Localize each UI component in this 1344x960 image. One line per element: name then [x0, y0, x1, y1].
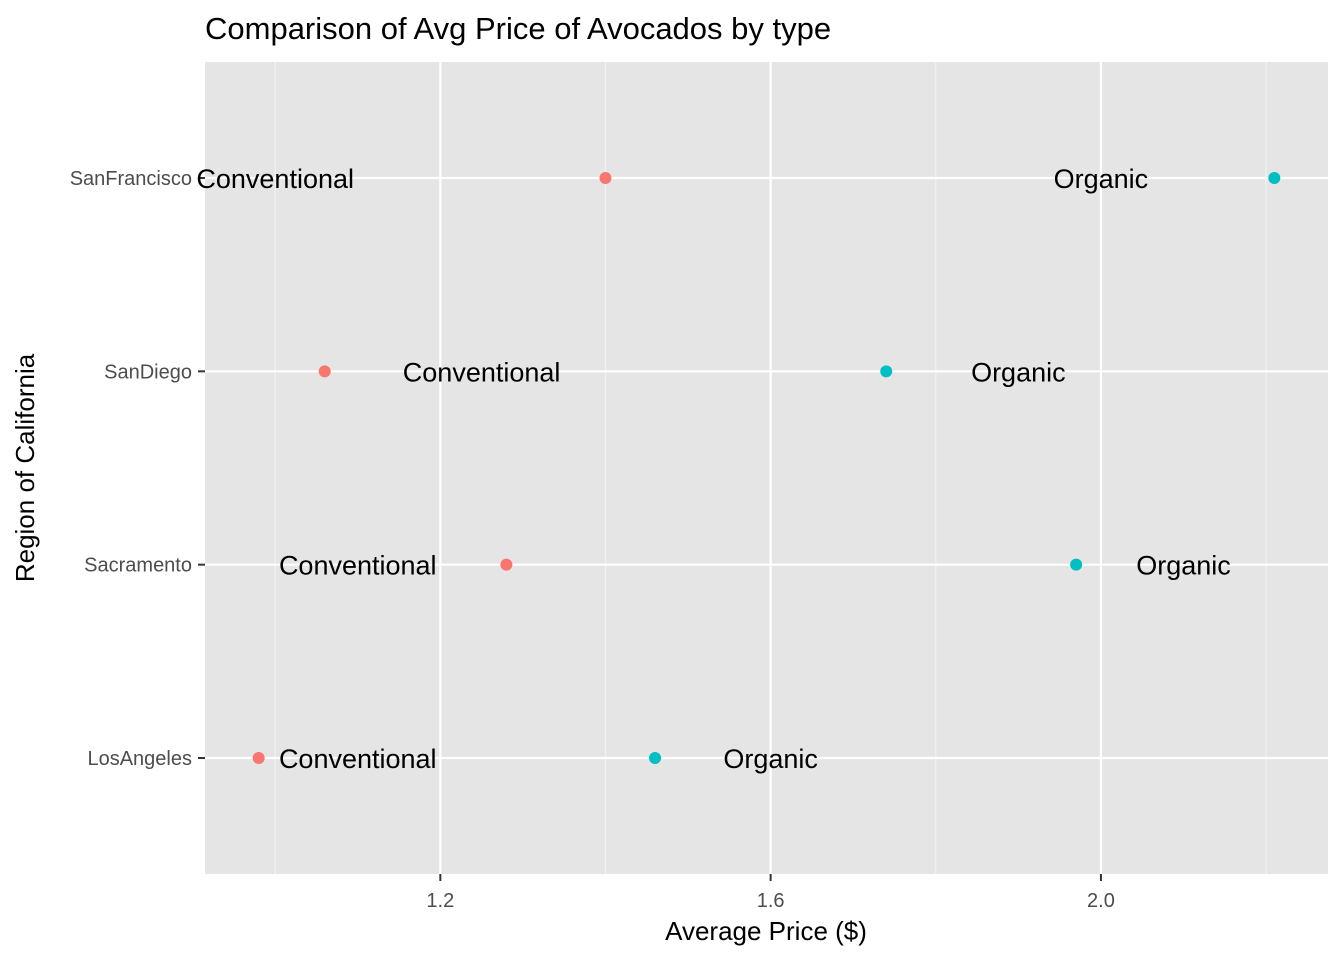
x-tick-label: 1.6: [757, 890, 785, 912]
point-label-organic: Organic: [971, 357, 1066, 387]
point-labels: Conventional Conventional Conventional Conv…: [196, 164, 1230, 774]
data-point-organic: [649, 752, 662, 764]
data-point-conventional: [252, 752, 265, 764]
y-tick-label: SanDiego: [104, 361, 192, 383]
x-tick-label: 1.2: [426, 890, 454, 912]
major-gridlines: [205, 62, 1328, 874]
minor-gridlines: [274, 62, 1267, 874]
plot-panel: [205, 62, 1328, 874]
y-tick-label: Sacramento: [84, 555, 192, 577]
data-point-organic: [1268, 172, 1281, 184]
y-axis-title: Region of California: [10, 353, 40, 582]
point-label-conventional: Conventional: [403, 357, 561, 387]
point-label-organic: Organic: [723, 744, 818, 774]
data-point-organic: [1070, 558, 1083, 571]
point-label-conventional: Conventional: [196, 164, 354, 194]
point-label-organic: Organic: [1054, 164, 1149, 194]
data-points: [252, 172, 1281, 764]
y-tick-label: SanFrancisco: [70, 168, 192, 190]
chart-title: Comparison of Avg Price of Avocados by t…: [205, 11, 831, 46]
data-point-conventional: [500, 558, 513, 571]
data-point-conventional: [599, 172, 612, 184]
point-label-conventional: Conventional: [279, 551, 437, 581]
data-point-conventional: [318, 365, 331, 378]
data-point-organic: [880, 365, 893, 378]
point-label-conventional: Conventional: [279, 744, 437, 774]
y-axis: LosAngeles Sacramento SanDiego SanFrancisco: [70, 168, 205, 770]
x-tick-label: 2.0: [1087, 890, 1115, 912]
y-tick-label: LosAngeles: [87, 748, 192, 770]
point-label-organic: Organic: [1136, 551, 1231, 581]
x-axis: 1.2 1.6 2.0: [426, 874, 1115, 912]
x-axis-title: Average Price ($): [665, 916, 867, 946]
